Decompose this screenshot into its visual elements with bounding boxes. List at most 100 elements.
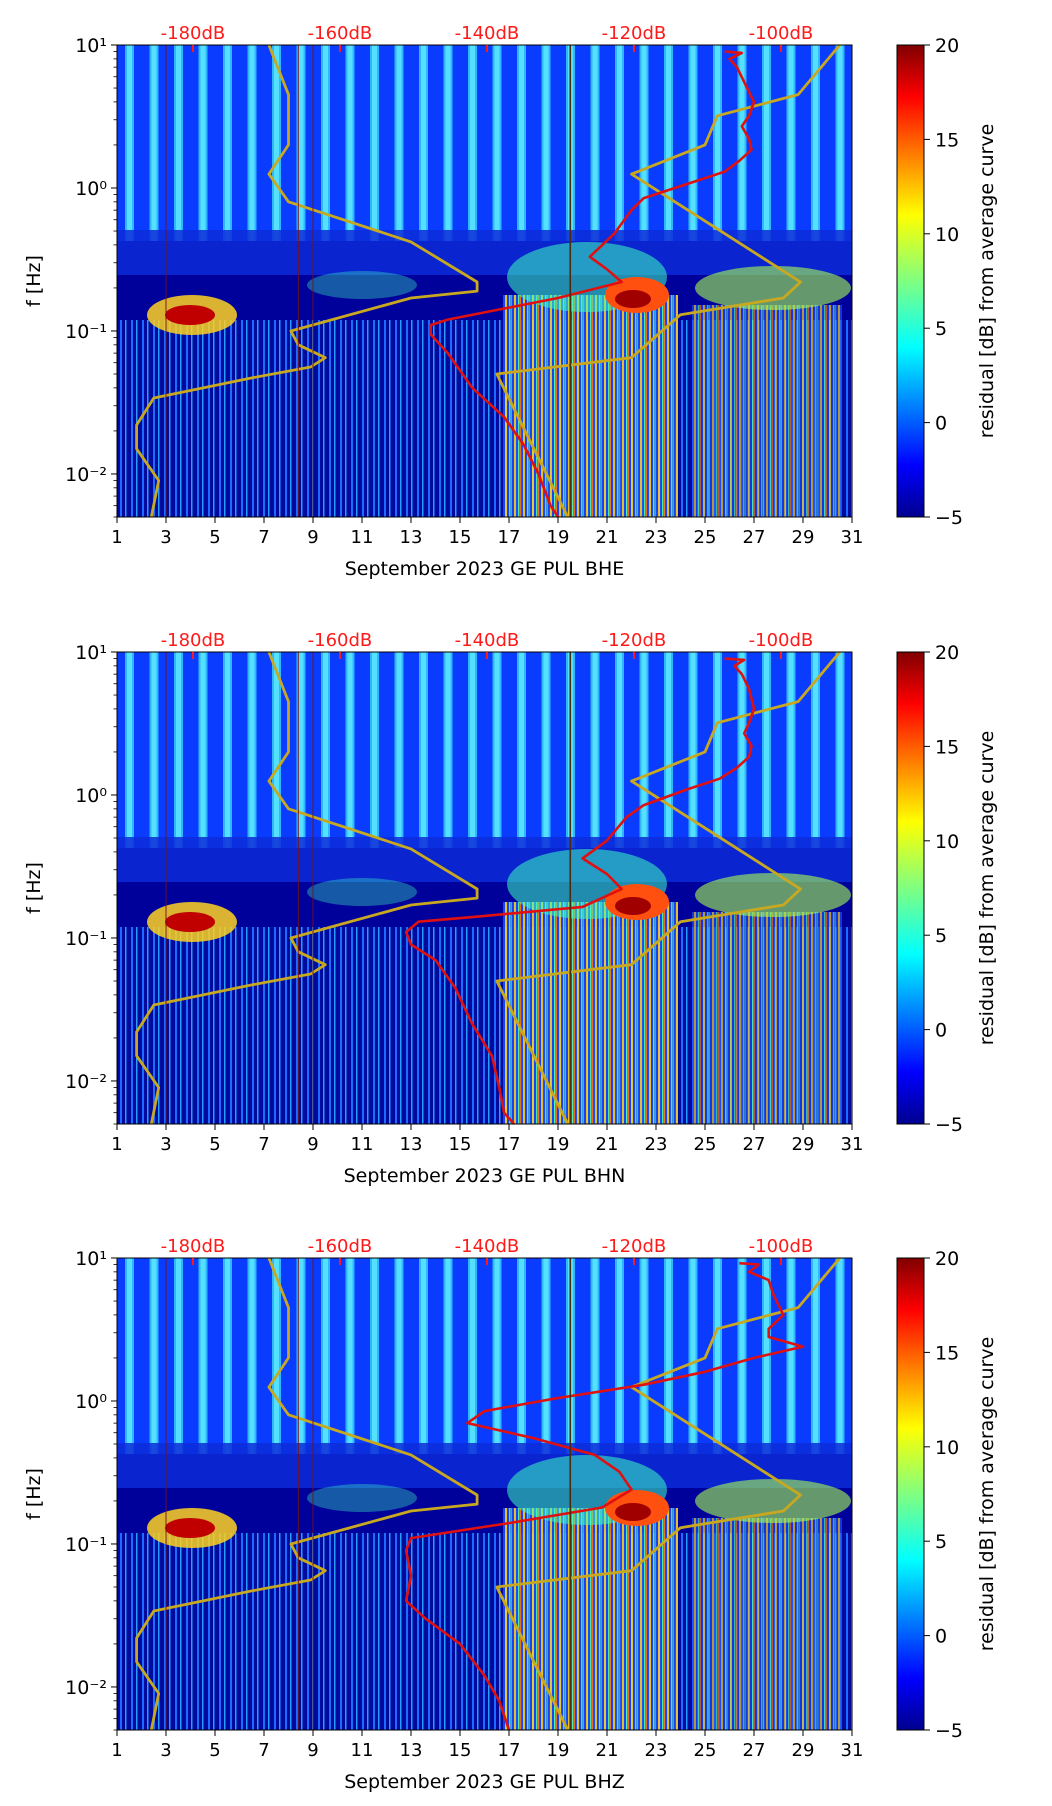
spectrogram-image [117,45,852,517]
db-scale-label: -160dB [308,23,373,44]
panel-3: 1 3 5 7 9 11 13 15 17 19 21 23 25 27 29 31 10⁻²10⁻¹10⁰1… [23,1236,998,1793]
x-tick-label: 9 [307,527,318,548]
spectrogram-panel-bhe: 1 3 5 7 9 11 13 15 17 19 21 23 25 27 29 31 10⁻²10⁻¹10⁰1… [23,23,863,580]
x-tick-label: 15 [449,527,472,548]
y-tick-label: 10⁰ [75,1391,107,1413]
y-tick-label: 10¹ [75,35,107,57]
y-tick-layer: 10⁻² 10⁻¹ 10⁰ 10¹ [65,642,117,1125]
colorbar-tick-label: 5 [935,318,947,340]
x-axis-label: September 2023 GE PUL BHZ [344,1771,625,1793]
x-tick-label: 17 [498,1740,521,1761]
db-scale-label: -180dB [161,630,226,651]
colorbar-tick-label: 10 [935,224,959,246]
x-tick-layer: 1 3 5 7 9 11 13 15 17 19 21 23 25 27 29 31 [111,1124,863,1155]
colorbar-tick-layer: −5 0 5 10 15 20 [924,642,963,1136]
x-tick-label: 31 [841,1740,864,1761]
x-tick-label: 1 [111,1740,122,1761]
x-tick-label: 1 [111,527,122,548]
colorbar-tick-label: 10 [935,831,959,853]
noise-model-curve [135,651,479,1125]
spectrogram-image [117,652,852,1124]
y-tick-label: 10⁻² [65,1071,107,1093]
marker-layer [165,1258,572,1730]
db-scale-label: -100dB [749,630,814,651]
y-axis-label: f [Hz] [23,862,45,914]
noise-model-curve-right [495,651,841,1125]
colorbar-tick-label: 20 [935,1248,959,1270]
axes-frame [116,1257,853,1731]
top-label-layer: -180dB -160dB -140dB -120dB -100dB [161,23,814,52]
y-axis-label: f [Hz] [23,1468,45,1520]
db-scale-label: -140dB [455,23,520,44]
spectrogram-panel-bhn: 1 3 5 7 9 11 13 15 17 19 21 23 25 27 29 31 10⁻²10⁻¹10⁰1… [23,630,863,1187]
x-tick-label: 13 [400,527,423,548]
top-label-layer: -180dB -160dB -140dB -120dB -100dB [161,630,814,659]
colorbar-tick-label: 15 [935,129,959,151]
x-tick-label: 19 [547,527,570,548]
colorbar-label: residual [dB] from average curve [976,1337,998,1652]
x-tick-label: 21 [596,527,619,548]
y-tick-label: 10¹ [75,642,107,664]
x-tick-label: 1 [111,1134,122,1155]
colorbar-tick-label: 0 [935,1626,947,1648]
y-tick-layer: 10⁻² 10⁻¹ 10⁰ 10¹ [65,1248,117,1731]
y-tick-label: 10⁻² [65,1677,107,1699]
db-scale-label: -180dB [161,23,226,44]
x-tick-label: 29 [792,1134,815,1155]
x-tick-label: 27 [743,527,766,548]
spectrogram-image [117,1258,852,1730]
x-tick-label: 25 [694,1740,717,1761]
x-tick-label: 31 [841,1134,864,1155]
x-tick-label: 5 [209,1134,220,1155]
x-tick-label: 3 [160,1740,171,1761]
colorbar: −5 0 5 10 15 20 residual [dB] from average cu… [896,1248,998,1742]
y-tick-label: 10⁰ [75,785,107,807]
x-tick-label: 9 [307,1134,318,1155]
x-tick-label: 11 [351,1134,374,1155]
y-axis-label: f [Hz] [23,255,45,307]
colorbar-tick-label: −5 [935,507,963,529]
x-tick-label: 19 [547,1740,570,1761]
x-tick-label: 13 [400,1740,423,1761]
x-tick-label: 7 [258,1134,269,1155]
x-tick-label: 9 [307,1740,318,1761]
x-tick-label: 3 [160,527,171,548]
series-layer [135,651,841,1125]
colorbar-tick-label: 20 [935,35,959,57]
x-tick-label: 25 [694,1134,717,1155]
x-axis-label: September 2023 GE PUL BHE [345,558,625,580]
top-label-layer: -180dB -160dB -140dB -120dB -100dB [161,1236,814,1265]
y-tick-label: 10¹ [75,1248,107,1270]
x-tick-label: 17 [498,1134,521,1155]
x-tick-label: 27 [743,1740,766,1761]
x-tick-label: 31 [841,527,864,548]
db-scale-label: -140dB [455,1236,520,1257]
noise-model-curve-right [495,44,841,518]
panel-1: 1 3 5 7 9 11 13 15 17 19 21 23 25 27 29 31 10⁻²10⁻¹10⁰1… [23,23,998,580]
y-tick-label: 10⁰ [75,178,107,200]
x-tick-label: 15 [449,1740,472,1761]
x-tick-label: 13 [400,1134,423,1155]
colorbar-gradient [896,44,925,518]
colorbar-gradient [896,1257,925,1731]
db-scale-label: -160dB [308,630,373,651]
axes-frame [116,651,853,1125]
x-tick-label: 15 [449,1134,472,1155]
colorbar-tick-label: 5 [935,925,947,947]
axes-frame [116,44,853,518]
y-tick-label: 10⁻¹ [65,321,107,343]
x-tick-layer: 1 3 5 7 9 11 13 15 17 19 21 23 25 27 29 31 [111,517,863,548]
x-tick-label: 23 [645,527,668,548]
colorbar-tick-label: 15 [935,736,959,758]
db-scale-label: -100dB [749,1236,814,1257]
y-tick-layer: 10⁻² 10⁻¹ 10⁰ 10¹ [65,35,117,518]
db-scale-label: -100dB [749,23,814,44]
x-tick-label: 23 [645,1134,668,1155]
marker-layer [165,45,572,517]
x-tick-label: 5 [209,1740,220,1761]
noise-model-curve-right [495,1257,841,1731]
colorbar-tick-label: 0 [935,413,947,435]
x-tick-layer: 1 3 5 7 9 11 13 15 17 19 21 23 25 27 29 31 [111,1730,863,1761]
noise-model-curve [135,44,479,518]
